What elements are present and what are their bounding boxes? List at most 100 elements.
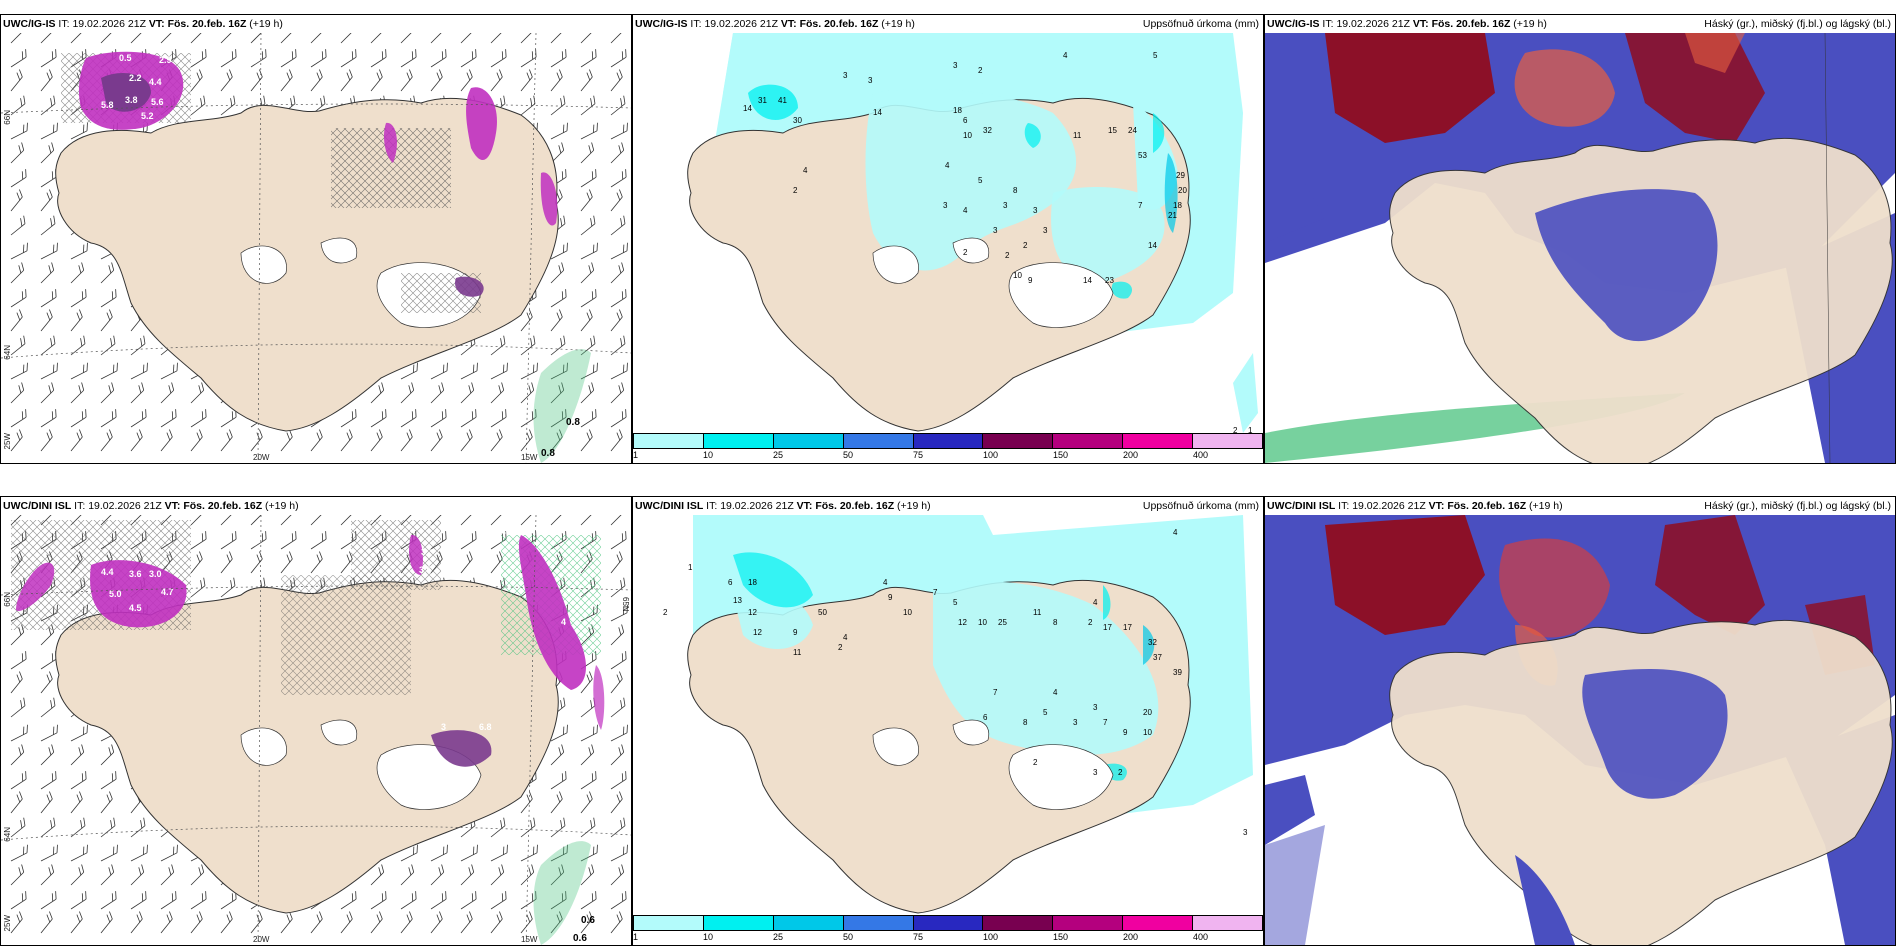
value-label: 10 bbox=[1013, 271, 1022, 280]
value-label: 4 bbox=[1053, 688, 1058, 697]
value-label: 2 bbox=[1088, 618, 1093, 627]
value-label: 25 bbox=[998, 618, 1007, 627]
panel-wind-ig: UWC/IG-IS IT: 19.02.2026 21Z VT: Fös. 20… bbox=[0, 14, 632, 464]
value-label: 7 bbox=[1103, 718, 1108, 727]
init-time: 19.02.2026 21Z bbox=[88, 500, 162, 512]
panel-header: UWC/IG-IS IT: 19.02.2026 21Z VT: Fös. 20… bbox=[633, 15, 1263, 33]
colorbar-swatch bbox=[703, 434, 774, 448]
value-label: 3 bbox=[943, 201, 948, 210]
value-label: 7 bbox=[1138, 201, 1143, 210]
lat-label: 66N bbox=[3, 592, 12, 607]
colorbar-swatch bbox=[773, 916, 844, 930]
init-time: 19.02.2026 21Z bbox=[704, 18, 778, 30]
value-label: 4 bbox=[843, 633, 848, 642]
value-label: 2 bbox=[663, 608, 668, 617]
value-label: 4 bbox=[561, 617, 566, 627]
lat-label: 66N bbox=[3, 110, 12, 125]
value-label: 0.5 bbox=[119, 53, 132, 63]
precip-value-labels: 0.5 2.9 2.2 4.4 3.8 5.8 5.6 5.2 bbox=[101, 53, 172, 121]
lat-label: 65N bbox=[621, 597, 630, 612]
value-label: 12 bbox=[958, 618, 967, 627]
value-label: 10 bbox=[963, 131, 972, 140]
cloud-map bbox=[1265, 515, 1895, 945]
mid-cloud bbox=[1499, 538, 1610, 638]
precip-colorbar: 1 10 25 50 75 100 150 200 400 bbox=[633, 433, 1263, 463]
colorbar-tick: 100 bbox=[983, 932, 999, 942]
colorbar-tick: 400 bbox=[1192, 932, 1209, 942]
valid-time: Fös. 20.feb. 16Z bbox=[1447, 500, 1527, 512]
value-label: 2 bbox=[1023, 241, 1028, 250]
value-label: 12 bbox=[748, 608, 757, 617]
value-label: 2 bbox=[793, 186, 798, 195]
value-label: 0.8 bbox=[566, 417, 580, 428]
value-label: 5 bbox=[1043, 708, 1048, 717]
valid-time: Fös. 20.feb. 16Z bbox=[167, 18, 247, 30]
value-label: 5.0 bbox=[109, 589, 122, 599]
it-label: IT: bbox=[1322, 18, 1334, 30]
vt-label: VT: bbox=[148, 18, 165, 30]
value-label: 3 bbox=[1033, 206, 1038, 215]
panel-clouds-ig: UWC/IG-IS IT: 19.02.2026 21Z VT: Fös. 20… bbox=[1264, 14, 1896, 464]
colorbar-swatch bbox=[1053, 434, 1124, 448]
value-label: 3 bbox=[441, 722, 446, 732]
value-label: 1 bbox=[1248, 426, 1253, 433]
value-label: 53 bbox=[1138, 151, 1147, 160]
vt-label: VT: bbox=[780, 18, 797, 30]
model-label: UWC/DINI ISL bbox=[635, 500, 704, 512]
lon-label: 25W bbox=[3, 433, 12, 450]
colorbar-tick: 200 bbox=[1123, 932, 1139, 942]
value-label: 18 bbox=[1173, 201, 1182, 210]
panel-header: UWC/IG-IS IT: 19.02.2026 21Z VT: Fös. 20… bbox=[1265, 15, 1895, 33]
value-label: 3.6 bbox=[129, 569, 142, 579]
value-label: 3 bbox=[1243, 828, 1248, 837]
cloud-map bbox=[1265, 33, 1895, 463]
value-label: 4 bbox=[945, 161, 950, 170]
value-label: 11 bbox=[793, 648, 802, 657]
colorbar-tick: 50 bbox=[843, 450, 854, 460]
value-label: 5.8 bbox=[101, 100, 114, 110]
it-label: IT: bbox=[706, 500, 718, 512]
value-label: 9 bbox=[1028, 276, 1033, 285]
value-label: 1 bbox=[688, 563, 693, 572]
mid-cloud bbox=[1514, 49, 1615, 127]
value-label: 3 bbox=[868, 76, 873, 85]
value-label: 2.2 bbox=[129, 73, 142, 83]
value-label: 10 bbox=[903, 608, 912, 617]
value-label: 3 bbox=[1003, 201, 1008, 210]
value-label: 7 bbox=[933, 588, 938, 597]
colorbar-swatch bbox=[634, 916, 704, 930]
value-label: 4 bbox=[1093, 598, 1098, 607]
colorbar-swatch bbox=[1193, 434, 1263, 448]
colorbar-swatch bbox=[634, 434, 704, 448]
panel-title: Háský (gr.), miðský (fj.bl.) og lágský (… bbox=[1704, 500, 1891, 512]
value-label: 3 bbox=[1093, 768, 1098, 777]
value-label: 8 bbox=[1013, 186, 1018, 195]
init-time: 19.02.2026 21Z bbox=[1336, 18, 1410, 30]
value-label: 12 bbox=[753, 628, 762, 637]
colorbar-swatch bbox=[773, 434, 844, 448]
lon-label: 20W bbox=[253, 935, 270, 944]
lat-label: 64N bbox=[3, 827, 12, 842]
value-label: 5 bbox=[978, 176, 983, 185]
model-label: UWC/DINI ISL bbox=[3, 500, 72, 512]
value-label: 37 bbox=[1153, 653, 1162, 662]
value-label: 0.6 bbox=[581, 915, 595, 926]
panel-header: UWC/DINI ISL IT: 19.02.2026 21Z VT: Fös.… bbox=[1265, 497, 1895, 515]
value-label: 2 bbox=[838, 643, 843, 652]
value-label: 8 bbox=[1053, 618, 1058, 627]
panel-title: Uppsöfnuð úrkoma (mm) bbox=[1142, 18, 1259, 30]
colorbar-swatch bbox=[703, 916, 774, 930]
colorbar-tick: 25 bbox=[772, 450, 783, 460]
valid-time: Fös. 20.feb. 16Z bbox=[183, 500, 263, 512]
value-label: 4 bbox=[1063, 51, 1068, 60]
colorbar-tick: 50 bbox=[843, 932, 854, 942]
colorbar-swatch bbox=[843, 434, 914, 448]
value-label: 50 bbox=[818, 608, 827, 617]
value-label: 18 bbox=[748, 578, 757, 587]
value-label: 6 bbox=[983, 713, 988, 722]
colorbar-swatch bbox=[913, 916, 984, 930]
value-label: 10 bbox=[978, 618, 987, 627]
panel-precip-ig: UWC/IG-IS IT: 19.02.2026 21Z VT: Fös. 20… bbox=[632, 14, 1264, 464]
